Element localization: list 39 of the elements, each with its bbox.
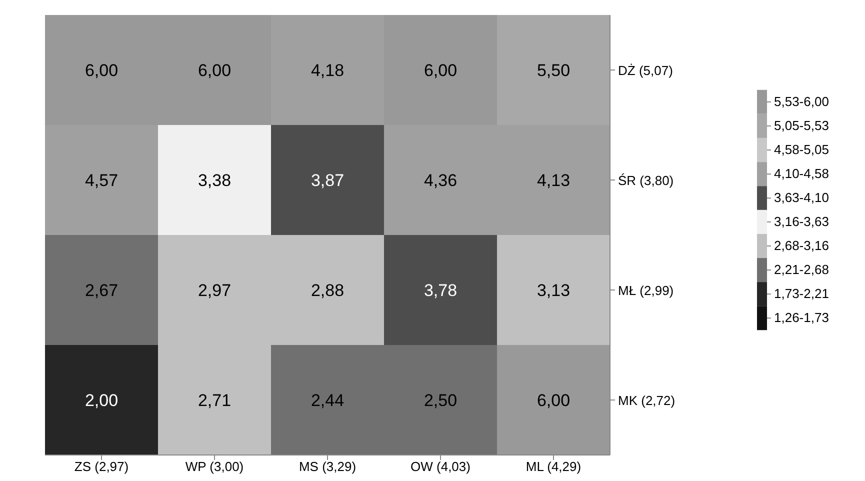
- color-bar-label: 3,16-3,63: [774, 214, 829, 229]
- color-bar-label: 5,53-6,00: [774, 94, 829, 109]
- data-label: 3,13: [536, 281, 570, 300]
- data-label: 3,38: [198, 171, 232, 190]
- data-label: 2,97: [198, 281, 232, 300]
- data-label: 6,00: [424, 61, 458, 80]
- color-bar-label: 4,58-5,05: [774, 142, 829, 157]
- data-label: 3,87: [310, 171, 344, 190]
- data-label: 2,88: [310, 281, 344, 300]
- color-bar-label: 2,68-3,16: [774, 238, 829, 253]
- x-tick-label: OW (4,03): [410, 459, 470, 474]
- data-label: 2,44: [310, 391, 344, 410]
- data-label: 2,71: [198, 391, 232, 410]
- data-label: 2,67: [84, 281, 118, 300]
- data-label: 4,18: [310, 61, 344, 80]
- x-tick-label: WP (3,00): [185, 459, 244, 474]
- data-label: 4,13: [536, 171, 570, 190]
- x-tick-label: MS (3,29): [298, 459, 356, 474]
- data-label: 6,00: [84, 61, 118, 80]
- color-bar-label: 1,26-1,73: [774, 310, 829, 326]
- data-label: 2,50: [424, 391, 458, 410]
- data-label: 2,00: [84, 391, 118, 410]
- data-label: 6,00: [536, 391, 570, 410]
- color-bar-label: 4,10-4,58: [774, 166, 829, 182]
- x-tick-label: ML (4,29): [526, 459, 582, 474]
- color-bar-label: 3,63-4,10: [774, 190, 829, 206]
- data-label: 3,78: [424, 281, 458, 300]
- data-label: 4,36: [424, 171, 458, 190]
- color-bar-label: 1,73-2,21: [774, 286, 829, 302]
- x-tick-label: ZS (2,97): [74, 459, 129, 474]
- data-label: 5,50: [536, 61, 570, 80]
- y-tick-label: MŁ (2,99): [618, 283, 674, 298]
- y-tick-label: DŻ (5,07): [618, 63, 673, 78]
- y-tick-label: ŚR (3,80): [618, 173, 674, 188]
- color-bar-label: 5,05-5,53: [774, 118, 829, 133]
- y-tick-label: MK (2,72): [618, 393, 676, 408]
- data-label: 6,00: [198, 61, 232, 80]
- color-bar-label: 2,21-2,68: [774, 262, 829, 277]
- data-label: 4,57: [84, 171, 118, 190]
